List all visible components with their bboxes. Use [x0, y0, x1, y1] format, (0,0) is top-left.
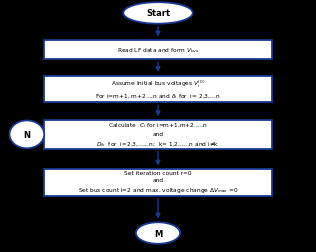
Text: Start: Start: [146, 9, 170, 18]
Text: Assume Initial bus voltages $V_i^{(0)}$
For i=m+1, m+2....n and $\delta_i$ for  : Assume Initial bus voltages $V_i^{(0)}$ …: [95, 78, 221, 101]
FancyBboxPatch shape: [44, 76, 272, 103]
Text: N: N: [23, 130, 30, 139]
Text: Read LF data and form $V_{bus}$: Read LF data and form $V_{bus}$: [117, 46, 199, 55]
Circle shape: [9, 121, 44, 149]
Ellipse shape: [136, 222, 180, 244]
Text: Calculate  $C_i$ for i=m+1,m+2.....n
and
$D_{ik}$  for  i=2,3,......n;  k= 1,2,.: Calculate $C_i$ for i=m+1,m+2.....n and …: [96, 121, 220, 148]
Text: Set iteration count r=0
and
Set bus count i=2 and max. voltage change $\Delta V_: Set iteration count r=0 and Set bus coun…: [78, 171, 238, 195]
Ellipse shape: [123, 3, 193, 25]
Text: M: M: [154, 229, 162, 238]
FancyBboxPatch shape: [44, 41, 272, 60]
FancyBboxPatch shape: [44, 120, 272, 149]
FancyBboxPatch shape: [44, 169, 272, 196]
